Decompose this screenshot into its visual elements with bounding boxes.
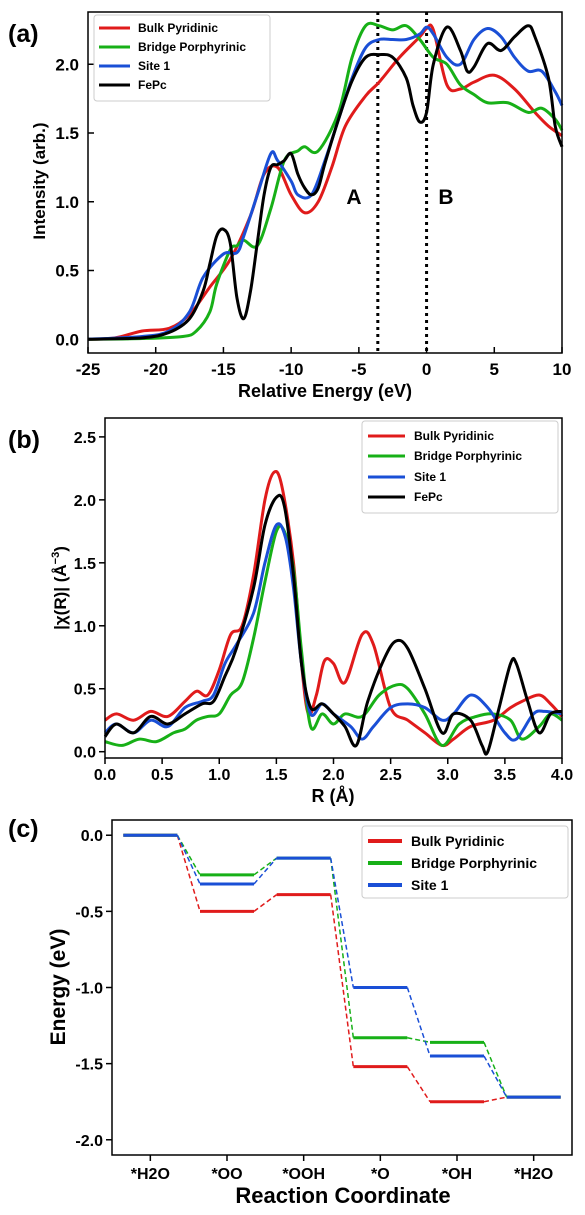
panel-b-ylabel-main: |χ(R)| (Å — [51, 564, 70, 630]
annotation-b: B — [438, 186, 453, 209]
panel-a-ytick-label: 2.0 — [55, 55, 79, 74]
panel-a-xtick-label: -20 — [143, 360, 168, 379]
panel-a-ytick-label: 0.5 — [55, 262, 79, 281]
panel-b-xtick-label: 1.5 — [265, 767, 287, 784]
panel-b-ytick-label: 2.5 — [74, 430, 96, 447]
panel-c-legend: Bulk Pyridinic Bridge Porphyrinic Site 1 — [361, 825, 569, 899]
panel-a-legend: Bulk Pyridinic Bridge Porphyrinic Site 1… — [93, 14, 271, 102]
panel-c-xtick-label: *H2O — [131, 1166, 170, 1183]
panel-b-xlabel: R (Å) — [312, 786, 355, 806]
panel-c-ytick-label: -0.5 — [75, 904, 103, 921]
panel-b-ytick-label: 0.5 — [74, 682, 96, 699]
panel-b-xtick-label: 3.0 — [437, 767, 459, 784]
energy-connector-bridge-porphyrinic — [407, 1037, 431, 1044]
legend-label-fepc: FePc — [414, 490, 443, 504]
legend-box — [361, 825, 569, 899]
panel-b-xtick-label: 0.0 — [94, 767, 116, 784]
legend-box — [93, 14, 271, 102]
panel-b-legend: Bulk Pyridinic Bridge Porphyrinic Site 1… — [361, 420, 559, 514]
panel-a-xlabel: Relative Energy (eV) — [238, 381, 412, 401]
panel-a-frame — [87, 11, 563, 354]
panel-b-xtick-label: 2.0 — [322, 767, 344, 784]
panel-a-chart: -25 -20 -15 -10 -5 0 5 10 0.0 0.5 1.0 1.5 2.0 Relati… — [30, 11, 572, 401]
panel-a-xtick-label: 5 — [490, 360, 499, 379]
panel-c-xtick-label: *OO — [211, 1166, 242, 1183]
series-line-bulk-pyridinic — [87, 23, 563, 341]
energy-connector-site-1 — [253, 857, 278, 885]
series-line-fepc — [87, 24, 564, 341]
energy-connector-bridge-porphyrinic — [329, 857, 355, 1038]
panel-b-ytick-label: 1.5 — [74, 556, 96, 573]
energy-connector-bulk-pyridinic — [253, 894, 278, 912]
panel-b-xtick-label: 1.0 — [208, 767, 230, 784]
energy-connector-bulk-pyridinic — [406, 1066, 431, 1103]
panel-label-c: (c) — [8, 815, 39, 843]
legend-label-bulk-pyridinic: Bulk Pyridinic — [411, 833, 505, 849]
panel-b-xtick-label: 0.5 — [151, 767, 173, 784]
legend-label-bridge-porphyrinic: Bridge Porphyrinic — [414, 449, 522, 463]
energy-connector-bulk-pyridinic — [329, 894, 355, 1067]
legend-label-site-1: Site 1 — [411, 877, 449, 893]
panel-c-xtick-label: *H2O — [514, 1166, 553, 1183]
panel-a-xtick-label: -10 — [279, 360, 304, 379]
panel-label-b: (b) — [8, 426, 40, 454]
panel-b-ylabel: |χ(R)| (Å−3) — [50, 546, 70, 630]
energy-connector-bulk-pyridinic — [483, 1096, 507, 1103]
panel-b-ytick-label: 1.0 — [74, 619, 96, 636]
panel-b-ytick-label: 0.0 — [74, 745, 96, 762]
energy-connector-site-1 — [329, 857, 355, 988]
series-site-1 — [123, 833, 561, 1099]
panel-a-xtick-label: -5 — [351, 360, 366, 379]
panel-c-xtick-label: *OH — [442, 1166, 472, 1183]
panel-a-ylabel: Intensity (arb.) — [30, 122, 49, 239]
panel-label-a: (a) — [8, 20, 39, 48]
panel-b-xtick-label: 3.5 — [494, 767, 516, 784]
panel-a-ytick-label: 0.0 — [55, 330, 79, 349]
energy-connector-bridge-porphyrinic — [253, 857, 278, 876]
energy-connector-bridge-porphyrinic — [483, 1042, 508, 1098]
annotation-a: A — [346, 186, 361, 209]
panel-c-xtick-label: *OOH — [282, 1166, 325, 1183]
panel-c-xtick-label: *O — [371, 1166, 390, 1183]
legend-label-site-1: Site 1 — [414, 470, 446, 484]
panel-b-ylabel-close: ) — [51, 546, 70, 552]
legend-label-fepc: FePc — [138, 78, 167, 92]
panel-a-xtick-label: 0 — [422, 360, 431, 379]
energy-connector-site-1 — [406, 987, 431, 1057]
series-line-fepc — [103, 493, 563, 756]
panel-a-xtick-label: -15 — [211, 360, 236, 379]
panel-c-ytick-label: 0.0 — [81, 828, 103, 845]
series-line-site-1 — [103, 522, 563, 742]
legend-box — [361, 420, 559, 514]
panel-b-ytick-label: 2.0 — [74, 493, 96, 510]
panel-a-ytick-label: 1.5 — [55, 124, 79, 143]
panel-b-chart: 0.0 0.5 1.0 1.5 2.0 2.5 3.0 3.5 4.0 0.0 0.5 1.0 1.5 2… — [50, 417, 573, 806]
panel-c-ytick-label: -1.0 — [75, 981, 103, 998]
energy-connector-bulk-pyridinic — [176, 835, 201, 912]
energy-connector-site-1 — [483, 1055, 508, 1098]
panel-a-ytick-label: 1.0 — [55, 193, 79, 212]
legend-label-bridge-porphyrinic: Bridge Porphyrinic — [138, 40, 246, 54]
legend-label-site-1: Site 1 — [138, 59, 170, 73]
legend-label-bulk-pyridinic: Bulk Pyridinic — [414, 429, 494, 443]
panel-c-ytick-label: -1.5 — [75, 1057, 103, 1074]
panel-b-xtick-label: 2.5 — [380, 767, 402, 784]
panel-a-xtick-label: -25 — [76, 360, 101, 379]
panel-c-xlabel: Reaction Coordinate — [235, 1183, 450, 1208]
energy-connector-site-1 — [176, 834, 201, 885]
panel-c-ytick-label: -2.0 — [75, 1133, 103, 1150]
panel-c-chart: *H2O *OO *OOH *O *OH *H2O0.0-0.5-1.0-1.5-2.0 … — [47, 819, 573, 1208]
panel-b-ylabel-sup: −3 — [50, 552, 62, 565]
legend-label-bridge-porphyrinic: Bridge Porphyrinic — [411, 855, 537, 871]
panel-a-xtick-label: 10 — [553, 360, 572, 379]
panel-b-xtick-label: 4.0 — [551, 767, 573, 784]
series-line-bridge-porphyrinic — [104, 524, 563, 747]
panel-c-ylabel: Energy (eV) — [47, 929, 70, 1046]
legend-label-bulk-pyridinic: Bulk Pyridinic — [138, 21, 218, 35]
energy-connector-bridge-porphyrinic — [176, 834, 201, 876]
series-line-bridge-porphyrinic — [87, 21, 564, 341]
